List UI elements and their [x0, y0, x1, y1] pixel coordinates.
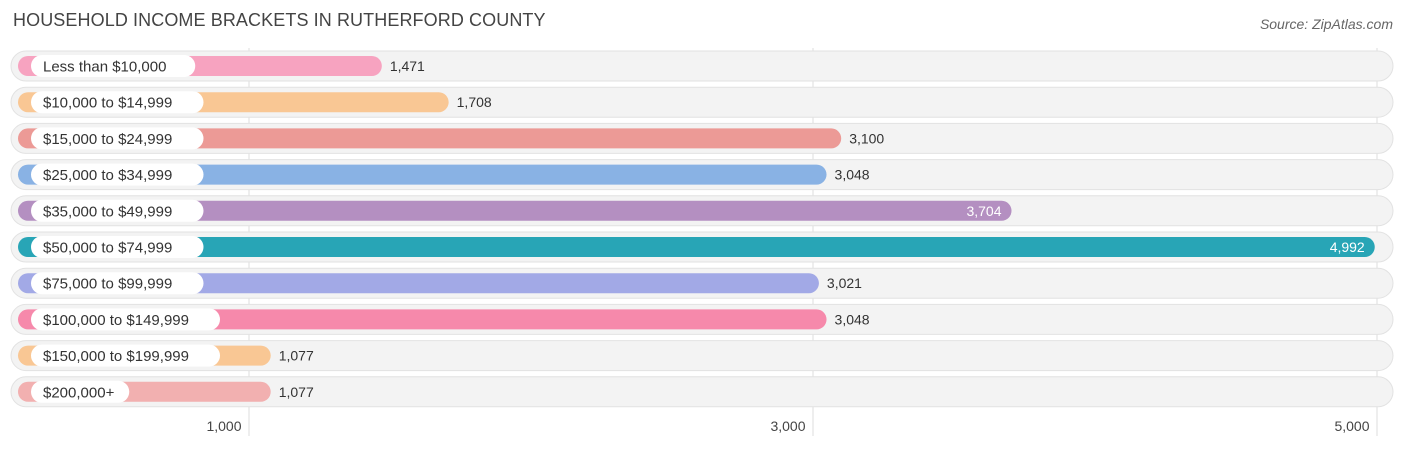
chart-title: HOUSEHOLD INCOME BRACKETS IN RUTHERFORD … [13, 10, 546, 30]
category-label-pill [31, 344, 220, 367]
category-label-pill [31, 272, 204, 295]
x-tick-label: 1,000 [206, 418, 241, 434]
x-tick-label: 5,000 [1334, 418, 1369, 434]
category-label: $150,000 to $199,999 [43, 348, 189, 365]
category-label-pill [31, 55, 196, 77]
category-label-pill [31, 308, 220, 331]
category-label-pill [31, 380, 130, 403]
bar [18, 309, 827, 330]
category-label-pill [31, 199, 204, 222]
bar-track [10, 376, 1394, 408]
x-tick-label: 3,000 [770, 418, 805, 434]
value-label: 3,048 [835, 311, 870, 327]
value-label: 3,100 [849, 130, 884, 146]
value-label: 4,992 [1330, 239, 1365, 255]
category-label-pill [31, 91, 204, 114]
category-label-pill [31, 127, 204, 150]
category-label: $35,000 to $49,999 [43, 203, 172, 220]
bar [18, 164, 827, 185]
category-label: $25,000 to $34,999 [43, 167, 172, 184]
category-label: $10,000 to $14,999 [43, 95, 172, 112]
category-label: $15,000 to $24,999 [43, 131, 172, 148]
bar [18, 237, 1375, 257]
value-label: 1,708 [457, 94, 492, 110]
value-label: 3,021 [827, 275, 862, 291]
bar [18, 128, 842, 149]
bar [18, 200, 1012, 221]
category-label-pill [31, 163, 204, 186]
bar [18, 273, 819, 294]
value-label: 3,704 [966, 203, 1001, 219]
value-label: 1,077 [279, 384, 314, 400]
category-label-pill [31, 236, 204, 258]
category-label: Less than $10,000 [43, 59, 166, 76]
source-note: Source: ZipAtlas.com [1259, 16, 1393, 32]
category-label: $100,000 to $149,999 [43, 312, 189, 329]
bar-track [10, 340, 1394, 372]
value-label: 3,048 [835, 167, 870, 183]
category-label: $200,000+ [43, 384, 115, 401]
category-label: $50,000 to $74,999 [43, 240, 172, 257]
value-label: 1,471 [390, 58, 425, 74]
value-label: 1,077 [279, 348, 314, 364]
category-label: $75,000 to $99,999 [43, 276, 172, 293]
